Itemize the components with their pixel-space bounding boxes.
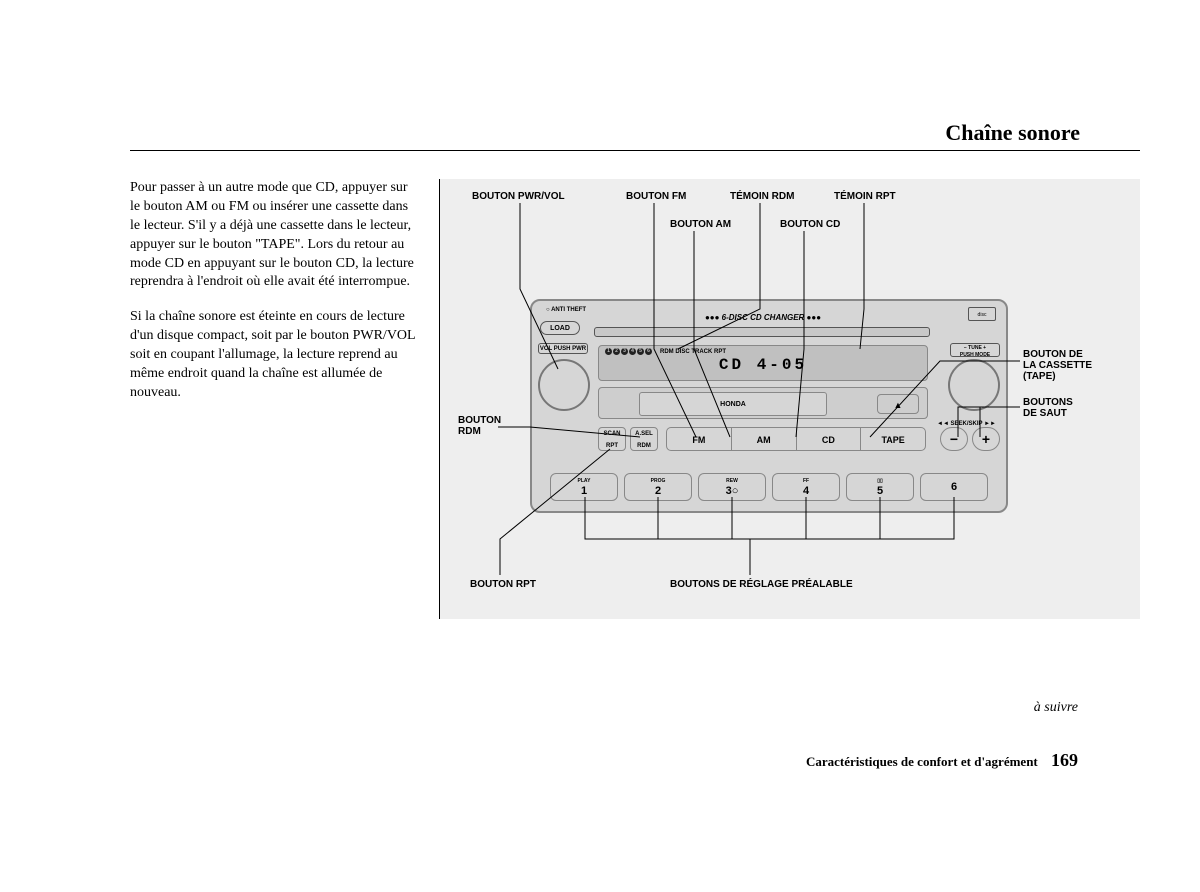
cd-button[interactable]: CD — [797, 428, 862, 450]
stereo-faceplate: ANTI THEFT LOAD ●●● 6-DISC CD CHANGER ●●… — [530, 299, 1008, 513]
load-button[interactable]: LOAD — [540, 321, 580, 335]
tune-label: − TUNE +PUSH MODE — [950, 343, 1000, 357]
label-rpt-led: TÉMOIN RPT — [834, 191, 896, 202]
preset-3[interactable]: REW3○ — [698, 473, 766, 501]
preset-1[interactable]: PLAY1 — [550, 473, 618, 501]
asel-rdm-button[interactable]: A.SELRDM — [630, 427, 658, 451]
tune-knob[interactable] — [948, 359, 1000, 411]
lcd-indicators: 123456 RDM DISC TRACK RPT — [605, 348, 921, 355]
cassette-door[interactable]: HONDA — [639, 392, 827, 416]
page-footer: Caractéristiques de confort et d'agrémen… — [806, 750, 1078, 771]
content-row: Pour passer à un autre mode que CD, appu… — [130, 179, 1140, 619]
scan-rpt-button[interactable]: SCANRPT — [598, 427, 626, 451]
label-am: BOUTON AM — [670, 219, 731, 230]
stereo-diagram: BOUTON PWR/VOL BOUTON FM TÉMOIN RDM TÉMO… — [440, 179, 1140, 619]
skip-buttons: − + — [940, 427, 1000, 451]
skip-back-button[interactable]: − — [940, 427, 968, 451]
manual-page: Chaîne sonore Pour passer à un autre mod… — [130, 120, 1140, 619]
label-cd: BOUTON CD — [780, 219, 840, 230]
tape-button[interactable]: TAPE — [861, 428, 925, 450]
label-pwr-vol: BOUTON PWR/VOL — [472, 191, 565, 202]
paragraph-1: Pour passer à un autre mode que CD, appu… — [130, 179, 419, 292]
label-skip: BOUTONSDE SAUT — [1023, 397, 1103, 419]
skip-fwd-button[interactable]: + — [972, 427, 1000, 451]
label-fm: BOUTON FM — [626, 191, 686, 202]
label-rpt-btn: BOUTON RPT — [470, 579, 536, 590]
page-title: Chaîne sonore — [130, 120, 1140, 151]
preset-4[interactable]: FF4 — [772, 473, 840, 501]
disc-dots-icon: 123456 — [605, 348, 652, 355]
lcd-display: 123456 RDM DISC TRACK RPT CD 4-05 — [598, 345, 928, 381]
label-cassette: BOUTON DELA CASSETTE(TAPE) — [1023, 349, 1113, 382]
fm-button[interactable]: FM — [667, 428, 732, 450]
continue-note: à suivre — [1034, 700, 1078, 716]
cassette-deck: HONDA ▲ — [598, 387, 928, 419]
label-preset: BOUTONS DE RÉGLAGE PRÉALABLE — [670, 579, 853, 590]
preset-buttons: PLAY1 PROG2 REW3○ FF4 ▯▯5 6 — [550, 473, 988, 501]
paragraph-2: Si la chaîne sonore est éteinte en cours… — [130, 308, 419, 402]
mode-buttons: FM AM CD TAPE — [666, 427, 926, 451]
preset-5[interactable]: ▯▯5 — [846, 473, 914, 501]
label-rdm-btn: BOUTONRDM — [458, 415, 518, 437]
label-rdm-led: TÉMOIN RDM — [730, 191, 794, 202]
disc-logo-icon: disc — [968, 307, 996, 321]
am-button[interactable]: AM — [732, 428, 797, 450]
preset-2[interactable]: PROG2 — [624, 473, 692, 501]
page-number: 169 — [1051, 750, 1078, 770]
changer-banner: ●●● 6-DISC CD CHANGER ●●● — [598, 311, 928, 325]
cd-slot[interactable] — [594, 327, 930, 337]
eject-button[interactable]: ▲ — [877, 394, 919, 414]
lcd-main: CD 4-05 — [605, 356, 921, 374]
anti-theft-indicator: ANTI THEFT — [546, 307, 586, 313]
body-text: Pour passer à un autre mode que CD, appu… — [130, 179, 440, 619]
chapter-name: Caractéristiques de confort et d'agrémen… — [806, 754, 1038, 769]
preset-6[interactable]: 6 — [920, 473, 988, 501]
vol-label: VOL PUSH PWR — [538, 343, 588, 354]
volume-knob[interactable] — [538, 359, 590, 411]
